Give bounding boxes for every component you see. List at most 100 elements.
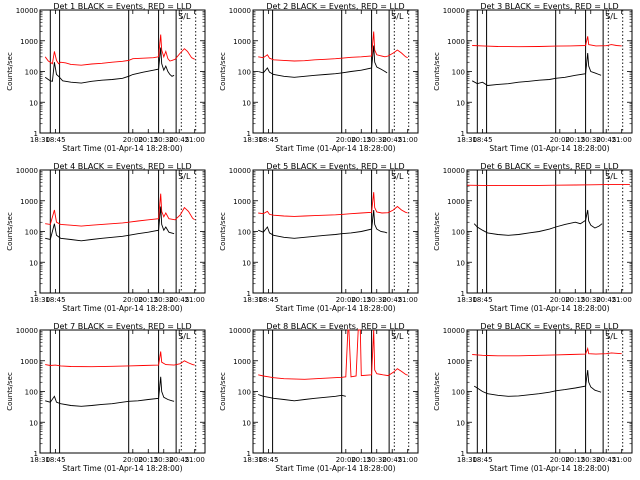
x-axis-label: Start Time (01-Apr-14 18:28:00) xyxy=(275,144,395,153)
y-tick-label: 1 xyxy=(461,290,465,298)
x-tick-label: 20:15 xyxy=(565,296,585,304)
x-tick-label: 20:45 xyxy=(382,296,402,304)
x-tick-label: 18:45 xyxy=(472,296,492,304)
series-lld xyxy=(466,183,630,187)
x-axis-label: Start Time (01-Apr-14 18:28:00) xyxy=(489,464,609,473)
y-tick-label: 1000 xyxy=(233,198,251,206)
x-tick-label: 18:30 xyxy=(243,136,263,144)
axes-frame xyxy=(252,329,419,454)
x-tick-label: 20:00 xyxy=(123,456,143,464)
sl-annotation: S/L xyxy=(178,12,191,21)
y-tick-label: 10 xyxy=(456,259,465,267)
y-tick-label: 1 xyxy=(247,450,251,458)
x-tick-label: 20:30 xyxy=(367,136,387,144)
y-tick-label: 10 xyxy=(29,419,38,427)
x-tick-label: 18:45 xyxy=(472,456,492,464)
y-tick-label: 100 xyxy=(25,389,38,397)
x-tick-label: 18:30 xyxy=(30,296,50,304)
y-tick-label: 1000 xyxy=(447,358,465,366)
series-lld xyxy=(45,351,195,368)
axes-frame xyxy=(39,9,206,134)
series-events xyxy=(471,52,602,86)
axes-frame xyxy=(39,329,206,454)
x-tick-label: 21:00 xyxy=(398,136,418,144)
x-tick-label: 21:00 xyxy=(185,456,205,464)
y-tick-label: 100 xyxy=(452,229,465,237)
y-tick-label: 100 xyxy=(452,69,465,77)
x-tick-label: 20:15 xyxy=(351,456,371,464)
x-tick-label: 20:15 xyxy=(138,296,158,304)
panel-title: Det 6 BLACK = Events, RED = LLD xyxy=(480,162,618,171)
x-tick-label: 18:30 xyxy=(243,296,263,304)
series-events xyxy=(473,209,603,236)
y-tick-label: 1 xyxy=(34,130,38,138)
panel-title: Det 8 BLACK = Events, RED = LLD xyxy=(266,322,404,331)
x-tick-label: 20:15 xyxy=(351,296,371,304)
y-tick-label: 100 xyxy=(452,389,465,397)
y-tick-label: 10000 xyxy=(16,7,38,15)
panel-title: Det 5 BLACK = Events, RED = LLD xyxy=(266,162,404,171)
x-tick-label: 21:00 xyxy=(612,456,632,464)
x-tick-label: 21:00 xyxy=(398,456,418,464)
y-tick-label: 1 xyxy=(461,130,465,138)
x-axis-label: Start Time (01-Apr-14 18:28:00) xyxy=(62,464,182,473)
y-tick-label: 10000 xyxy=(16,167,38,175)
y-tick-label: 1000 xyxy=(20,358,38,366)
panel-title: Det 9 BLACK = Events, RED = LLD xyxy=(480,322,618,331)
y-tick-label: 1 xyxy=(247,130,251,138)
x-tick-label: 20:00 xyxy=(550,136,570,144)
x-tick-label: 21:00 xyxy=(612,136,632,144)
y-axis-label: Counts/sec xyxy=(6,212,14,251)
panel-title: Det 2 BLACK = Events, RED = LLD xyxy=(266,2,404,11)
y-tick-label: 10 xyxy=(29,259,38,267)
sl-annotation: S/L xyxy=(605,12,618,21)
y-tick-label: 1000 xyxy=(20,198,38,206)
y-axis-label: Counts/sec xyxy=(433,52,441,91)
x-tick-label: 18:30 xyxy=(30,456,50,464)
x-tick-label: 18:30 xyxy=(30,136,50,144)
y-tick-label: 10000 xyxy=(16,327,38,335)
series-events xyxy=(45,376,175,407)
panel-title: Det 4 BLACK = Events, RED = LLD xyxy=(53,162,191,171)
y-axis-label: Counts/sec xyxy=(433,212,441,251)
y-tick-label: 10000 xyxy=(229,327,251,335)
x-tick-label: 20:15 xyxy=(565,136,585,144)
y-tick-label: 10 xyxy=(456,99,465,107)
axes-frame xyxy=(252,169,419,294)
y-tick-label: 10 xyxy=(456,419,465,427)
x-tick-label: 20:45 xyxy=(169,296,189,304)
x-tick-label: 18:30 xyxy=(243,456,263,464)
x-axis-label: Start Time (01-Apr-14 18:28:00) xyxy=(275,464,395,473)
panel-det-3: Det 3 BLACK = Events, RED = LLD 1 10 100 100… xyxy=(433,2,633,153)
x-tick-label: 18:45 xyxy=(45,296,65,304)
y-tick-label: 10000 xyxy=(443,7,465,15)
x-tick-label: 20:30 xyxy=(154,136,174,144)
panel-title: Det 7 BLACK = Events, RED = LLD xyxy=(53,322,191,331)
x-axis-label: Start Time (01-Apr-14 18:28:00) xyxy=(62,144,182,153)
y-tick-label: 10000 xyxy=(443,327,465,335)
axes-frame xyxy=(466,329,633,454)
sl-annotation: S/L xyxy=(178,332,191,341)
y-tick-label: 1000 xyxy=(20,38,38,46)
sl-annotation: S/L xyxy=(391,332,404,341)
x-tick-label: 20:00 xyxy=(336,456,356,464)
panel-det-1: Det 1 BLACK = Events, RED = LLD 1 10 100 100… xyxy=(6,2,206,153)
y-tick-label: 100 xyxy=(238,69,251,77)
series-lld xyxy=(258,31,408,62)
y-tick-label: 100 xyxy=(238,389,251,397)
x-tick-label: 18:30 xyxy=(457,296,477,304)
y-axis-label: Counts/sec xyxy=(433,372,441,411)
x-tick-label: 21:00 xyxy=(185,296,205,304)
y-tick-label: 10 xyxy=(242,259,251,267)
x-tick-label: 20:30 xyxy=(367,456,387,464)
x-tick-label: 18:45 xyxy=(258,136,278,144)
y-tick-label: 1 xyxy=(247,290,251,298)
series-events xyxy=(44,47,175,84)
series-lld xyxy=(44,34,195,66)
x-tick-label: 21:00 xyxy=(612,296,632,304)
sl-annotation: S/L xyxy=(391,172,404,181)
y-tick-label: 1000 xyxy=(447,38,465,46)
y-axis-label: Counts/sec xyxy=(219,212,227,251)
x-tick-label: 18:30 xyxy=(457,456,477,464)
